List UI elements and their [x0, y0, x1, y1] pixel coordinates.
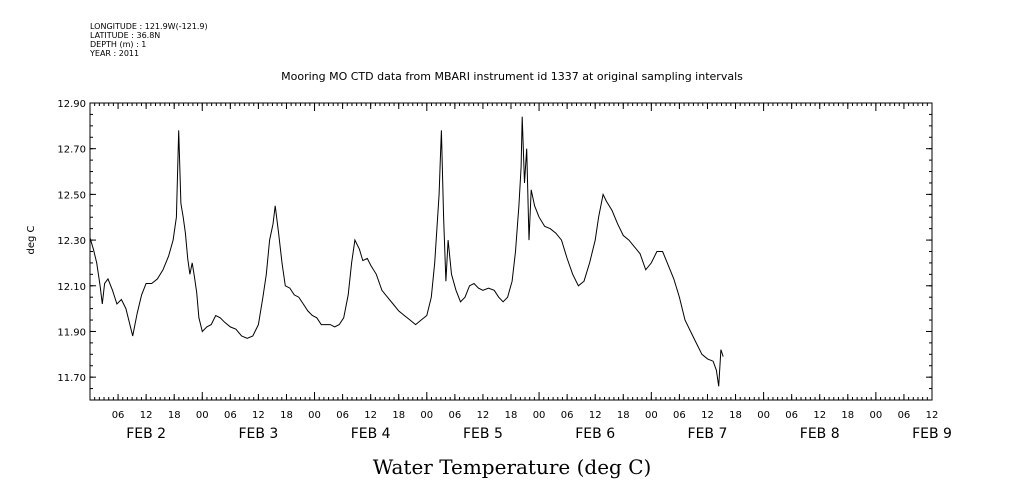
x-hour-label: 00 [196, 410, 209, 421]
x-hour-label: 06 [224, 410, 237, 421]
x-hour-label: 18 [729, 410, 742, 421]
x-hour-label: 00 [308, 410, 321, 421]
x-hour-label: 00 [420, 410, 433, 421]
x-hour-label: 12 [140, 410, 153, 421]
x-hour-label: 06 [112, 410, 125, 421]
x-hour-label: 18 [280, 410, 293, 421]
x-axis-label: Water Temperature (deg C) [373, 455, 652, 479]
chart-title: Mooring MO CTD data from MBARI instrumen… [281, 70, 743, 83]
y-tick-label: 12.90 [57, 99, 86, 110]
x-day-label: FEB 4 [351, 426, 391, 442]
x-day-label: FEB 2 [126, 426, 166, 442]
x-day-label: FEB 3 [238, 426, 278, 442]
x-hour-label: 18 [617, 410, 630, 421]
x-hour-label: 06 [673, 410, 686, 421]
x-day-label: FEB 9 [912, 426, 952, 442]
x-hour-label: 18 [505, 410, 518, 421]
station-metadata: LONGITUDE : 121.9W(-121.9) LATITUDE : 36… [90, 22, 208, 58]
y-tick-label: 12.50 [57, 190, 86, 201]
latitude-line: LATITUDE : 36.8N [90, 31, 161, 40]
temperature-series-line [89, 116, 724, 387]
depth-line: DEPTH (m) : 1 [90, 40, 147, 49]
x-hour-label: 00 [757, 410, 770, 421]
y-axis-label: deg C [26, 225, 37, 254]
x-hour-label: 06 [561, 410, 574, 421]
x-hour-label: 12 [477, 410, 490, 421]
year-line: YEAR : 2011 [90, 49, 140, 58]
x-day-label: FEB 7 [688, 426, 728, 442]
x-day-label: FEB 5 [463, 426, 503, 442]
x-hour-label: 00 [533, 410, 546, 421]
series-layer [89, 116, 724, 387]
y-tick-label: 12.70 [57, 145, 86, 156]
x-hour-label: 12 [813, 410, 826, 421]
y-tick-label: 11.90 [57, 327, 86, 338]
plot-frame [89, 102, 933, 401]
x-hour-label: 12 [364, 410, 377, 421]
x-hour-label: 00 [645, 410, 658, 421]
y-tick-label: 11.70 [57, 373, 86, 384]
x-hour-label: 18 [392, 410, 405, 421]
x-hour-label: 06 [336, 410, 349, 421]
x-hour-label: 06 [898, 410, 911, 421]
x-hour-label: 12 [252, 410, 265, 421]
x-hour-label: 12 [926, 410, 939, 421]
x-hour-label: 06 [785, 410, 798, 421]
x-day-label: FEB 6 [575, 426, 615, 442]
x-day-label: FEB 8 [800, 426, 840, 442]
x-hour-label: 18 [168, 410, 181, 421]
x-hour-label: 12 [701, 410, 714, 421]
y-tick-label: 12.30 [57, 236, 86, 247]
x-hour-label: 00 [869, 410, 882, 421]
x-hour-label: 18 [841, 410, 854, 421]
x-hour-label: 06 [448, 410, 461, 421]
axes: 12.90 12.70 12.50 12.30 12.10 11.90 11.70 06 12 1… [57, 99, 952, 442]
x-hour-label: 12 [589, 410, 602, 421]
longitude-line: LONGITUDE : 121.9W(-121.9) [90, 22, 208, 31]
y-tick-label: 12.10 [57, 282, 86, 293]
